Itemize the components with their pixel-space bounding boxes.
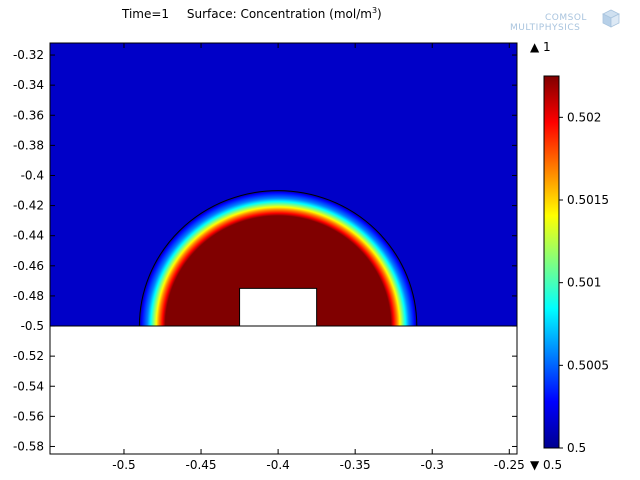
x-tick-label: -0.4 <box>266 458 289 472</box>
domain-boundary-arc <box>138 190 418 327</box>
y-tick-label: -0.36 <box>13 108 44 122</box>
y-tick-label: -0.32 <box>13 48 44 62</box>
plot-title: Time=1 Surface: Concentration (mol/m3) <box>121 6 382 21</box>
cube-icon <box>602 9 620 28</box>
logo-line1: COMSOL <box>545 13 587 23</box>
y-tick-label: -0.56 <box>13 409 44 423</box>
x-axis: -0.5 -0.45 -0.4 -0.35 -0.3 -0.25 <box>112 43 525 472</box>
colorbar-tick-label: 0.5015 <box>567 193 609 207</box>
domain-notch <box>239 287 318 327</box>
unit-superscript: 3 <box>372 6 377 15</box>
logo-line2: MULTIPHYSICS <box>510 23 580 33</box>
colorbar: ▲ 1 0.5 0.5005 0.501 0.5015 0.502 ▼ 0.5 <box>530 40 609 472</box>
y-tick-label: -0.48 <box>13 289 44 303</box>
plot-frame <box>49 42 518 455</box>
y-tick-label: -0.38 <box>13 138 44 152</box>
colorbar-gradient-bar <box>543 75 560 449</box>
y-tick-label: -0.44 <box>13 229 44 243</box>
colorbar-ticks: 0.5 0.5005 0.501 0.5015 0.502 <box>559 110 609 455</box>
colorbar-min-marker: ▼ 0.5 <box>530 458 562 472</box>
colorbar-tick-label: 0.5005 <box>567 358 609 372</box>
unit-close-paren: ) <box>377 7 382 21</box>
x-tick-label: -0.3 <box>421 458 444 472</box>
colorbar-tick-label: 0.501 <box>567 276 601 290</box>
y-tick-label: -0.54 <box>13 379 44 393</box>
y-tick-label: -0.46 <box>13 259 44 273</box>
plot-area: -0.32 -0.34 -0.36 -0.38 -0.4 -0.42 -0.44 -0.46 -… <box>13 42 525 472</box>
x-tick-label: -0.25 <box>494 458 525 472</box>
surface-label: Surface: Concentration (mol/m <box>187 7 372 21</box>
time-label: Time=1 <box>121 7 169 21</box>
x-tick-label: -0.5 <box>112 458 135 472</box>
colorbar-tick-label: 0.5 <box>567 441 586 455</box>
colorbar-max-marker: ▲ 1 <box>530 40 551 54</box>
y-axis: -0.32 -0.34 -0.36 -0.38 -0.4 -0.42 -0.44 -0.46 -… <box>13 48 517 453</box>
y-tick-label: -0.42 <box>13 199 44 213</box>
y-tick-label: -0.4 <box>21 168 44 182</box>
y-tick-label: -0.52 <box>13 349 44 363</box>
y-tick-label: -0.58 <box>13 439 44 453</box>
concentration-surface <box>50 43 517 327</box>
y-tick-label: -0.5 <box>21 319 44 333</box>
x-tick-label: -0.45 <box>186 458 217 472</box>
y-tick-label: -0.34 <box>13 78 44 92</box>
x-tick-label: -0.35 <box>340 458 371 472</box>
colorbar-tick-label: 0.502 <box>567 110 601 124</box>
comsol-logo: COMSOL MULTIPHYSICS <box>510 9 620 33</box>
